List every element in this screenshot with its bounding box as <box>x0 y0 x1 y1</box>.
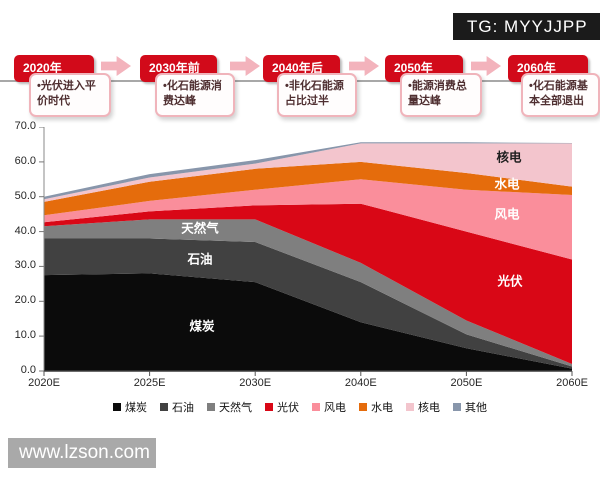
legend-item: 煤炭 <box>113 399 147 415</box>
y-tick-label: 60.0 <box>14 154 36 167</box>
x-tick-label: 2030E <box>239 377 272 389</box>
x-tick-label: 2025E <box>133 377 166 389</box>
y-tick-label: 20.0 <box>14 294 36 307</box>
arrow-right-icon <box>230 56 260 76</box>
area-label-gas: 天然气 <box>181 221 219 236</box>
legend-item: 光伏 <box>265 399 299 415</box>
legend-swatch-icon <box>265 403 273 411</box>
note-card-2030: •化石能源消费达峰 <box>155 73 235 117</box>
y-tick-label: 40.0 <box>14 224 36 237</box>
legend-item: 石油 <box>160 399 194 415</box>
legend-item: 其他 <box>453 399 487 415</box>
x-tick-label: 2060E <box>556 377 588 389</box>
area-label-hydro: 水电 <box>494 177 520 192</box>
legend-item: 风电 <box>312 399 346 415</box>
chart-legend: 煤炭 石油 天然气 光伏 风电 水电 核电 其他 <box>0 399 600 415</box>
watermark-url: www.lzson.com <box>8 438 156 468</box>
legend-label: 核电 <box>418 402 440 414</box>
area-label-nuclear: 核电 <box>496 150 522 165</box>
legend-label: 风电 <box>324 402 346 414</box>
area-label-wind: 风电 <box>494 207 520 222</box>
area-label-solar: 光伏 <box>497 274 523 289</box>
area-label-oil: 石油 <box>187 252 213 267</box>
legend-item: 天然气 <box>207 399 252 415</box>
legend-label: 光伏 <box>277 402 299 414</box>
legend-item: 核电 <box>406 399 440 415</box>
legend-swatch-icon <box>453 403 461 411</box>
legend-label: 水电 <box>371 402 393 414</box>
y-tick-label: 10.0 <box>14 329 36 342</box>
legend-swatch-icon <box>406 403 414 411</box>
note-card-2020: •光伏进入平价时代 <box>29 73 111 117</box>
legend-swatch-icon <box>207 403 215 411</box>
legend-item: 水电 <box>359 399 393 415</box>
legend-swatch-icon <box>160 403 168 411</box>
legend-label: 石油 <box>172 402 194 414</box>
area-label-coal: 煤炭 <box>189 319 215 334</box>
x-tick-label: 2020E <box>28 377 60 389</box>
legend-swatch-icon <box>359 403 367 411</box>
legend-swatch-icon <box>312 403 320 411</box>
tg-banner: TG: MYYJJPP <box>453 13 600 40</box>
stacked-area-chart <box>39 127 573 376</box>
y-tick-label: 30.0 <box>14 259 36 272</box>
legend-label: 其他 <box>465 402 487 414</box>
legend-swatch-icon <box>113 403 121 411</box>
note-card-2060: •化石能源基本全部退出 <box>521 73 600 117</box>
legend-label: 天然气 <box>219 402 252 414</box>
x-tick-label: 2050E <box>450 377 483 389</box>
y-tick-label: 50.0 <box>14 189 36 202</box>
note-card-2040: •非化石能源占比过半 <box>277 73 357 117</box>
y-tick-label: 70.0 <box>14 120 36 132</box>
y-tick-label: 0.0 <box>20 364 36 376</box>
legend-label: 煤炭 <box>125 402 147 414</box>
x-tick-label: 2040E <box>344 377 377 389</box>
note-card-2050: •能源消费总量达峰 <box>400 73 482 117</box>
